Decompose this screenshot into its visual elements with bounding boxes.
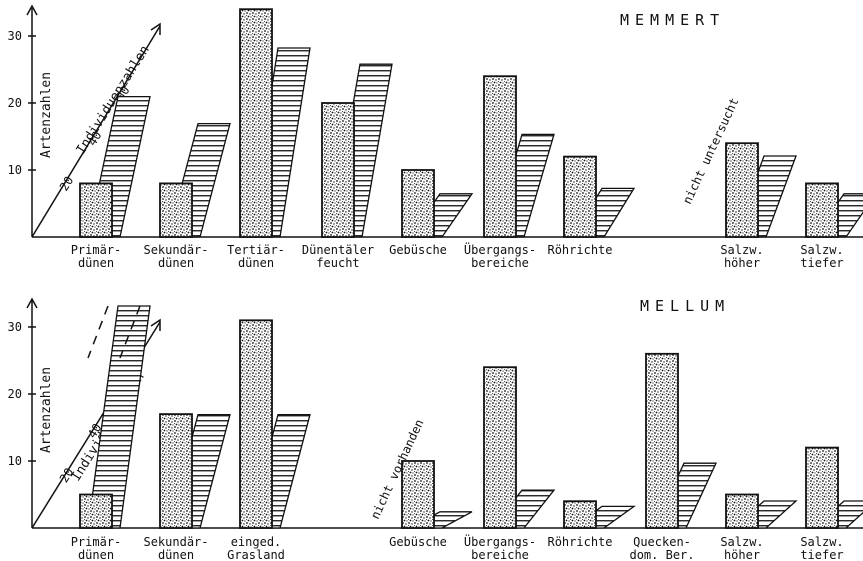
bar-artenzahlen — [645, 352, 679, 529]
category-label: bereiche — [471, 256, 529, 270]
bar-artenzahlen — [483, 366, 517, 529]
category-label: höher — [724, 256, 760, 270]
category-label: Primär- — [71, 535, 122, 549]
y-tick-label: 30 — [8, 29, 22, 43]
category-label: Salzw. — [720, 243, 763, 257]
diag-axis-arrow — [150, 22, 161, 35]
category-label: feucht — [316, 256, 359, 270]
diag-tick-label: 40 — [85, 421, 105, 441]
category-label: Grasland — [227, 548, 285, 561]
y-tick-label: 20 — [8, 96, 22, 110]
y-ticks: 10 20 30 — [8, 29, 36, 177]
diag-tick-label: 20 — [57, 465, 77, 485]
category-label: höher — [724, 548, 760, 561]
category-label: Röhrichte — [547, 535, 612, 549]
bar-artenzahlen — [239, 8, 273, 238]
category-label: dünen — [158, 256, 194, 270]
bar-artenzahlen — [159, 182, 193, 238]
bar-artenzahlen — [725, 493, 759, 529]
chart-title: MELLUM — [640, 297, 730, 315]
bar-artenzahlen — [483, 75, 517, 238]
bar-artenzahlen — [159, 413, 193, 529]
bars — [79, 8, 863, 238]
y-tick-label: 10 — [8, 454, 22, 468]
category-label: tiefer — [800, 548, 843, 561]
y-ticks: 10 20 30 — [8, 320, 36, 468]
category-label: Quecken- — [633, 535, 691, 549]
bar-artenzahlen — [239, 319, 273, 529]
y-axis-arrow — [26, 4, 38, 16]
category-label: dom. Ber. — [629, 548, 694, 561]
category-label: bereiche — [471, 548, 529, 561]
category-label: einged. — [231, 535, 282, 549]
diag-axis — [31, 25, 161, 238]
category-label: Tertiär- — [227, 243, 285, 257]
category-label: Gebüsche — [389, 535, 447, 549]
bar-artenzahlen — [805, 446, 839, 529]
y-tick-label: 10 — [8, 163, 22, 177]
category-label: Sekundär- — [143, 243, 208, 257]
category-label: Sekundär- — [143, 535, 208, 549]
panel-mellum: MELLUM Artenzahlen Individuenzahlen 1020… — [8, 297, 863, 561]
break-mark — [87, 305, 109, 359]
category-label: Dünentäler — [302, 243, 374, 257]
bar-artenzahlen — [79, 493, 113, 529]
category-label: dünen — [158, 548, 194, 561]
bar-artenzahlen — [401, 169, 435, 238]
category-label: tiefer — [800, 256, 843, 270]
category-label: Salzw. — [800, 535, 843, 549]
y-tick-label: 30 — [8, 320, 22, 334]
category-label: Primär- — [71, 243, 122, 257]
bar-artenzahlen — [321, 102, 355, 238]
y-tick-label: 20 — [8, 387, 22, 401]
bar-artenzahlen — [79, 182, 113, 238]
bar-artenzahlen — [805, 182, 839, 238]
category-label: Übergangs- — [464, 241, 536, 257]
category-label: Gebüsche — [389, 243, 447, 257]
bar-artenzahlen — [563, 500, 597, 529]
chart-title: MEMMERT — [620, 11, 725, 29]
bar-artenzahlen — [725, 142, 759, 238]
bars — [79, 305, 863, 529]
bar-artenzahlen — [401, 460, 435, 529]
diag-tick-label: 20 — [57, 174, 77, 194]
category-label: Übergangs- — [464, 533, 536, 549]
y-axis-label: Artenzahlen — [39, 367, 54, 453]
diag-axis-arrow — [150, 318, 161, 331]
category-label: Salzw. — [800, 243, 843, 257]
category-label: Salzw. — [720, 535, 763, 549]
category-label: dünen — [78, 256, 114, 270]
category-label: dünen — [78, 548, 114, 561]
category-label: Röhrichte — [547, 243, 612, 257]
diag-tick-label: 40 — [85, 129, 105, 149]
category-label: dünen — [238, 256, 274, 270]
panel-memmert: MEMMERT Artenzahlen Individuenzahlen 102… — [8, 4, 863, 270]
bar-artenzahlen — [563, 155, 597, 238]
y-axis-arrow — [26, 297, 38, 309]
y-axis-label: Artenzahlen — [39, 72, 54, 158]
